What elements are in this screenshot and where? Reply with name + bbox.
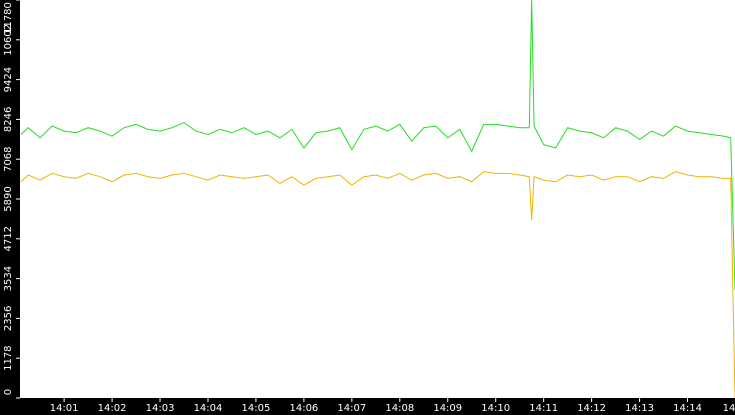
y-tick-label: 5890 [3, 186, 14, 211]
x-tick-label: 14:05 [242, 403, 271, 414]
x-tick-label: 14:04 [194, 403, 223, 414]
plot-area [20, 0, 735, 398]
x-tick-label: 14:11 [529, 403, 558, 414]
x-tick-label: 14:08 [385, 403, 414, 414]
x-tick-label: 14:14 [673, 403, 702, 414]
x-tick-label: 14:09 [433, 403, 462, 414]
x-tick-label: 14:06 [289, 403, 318, 414]
y-tick-label: 3534 [3, 266, 14, 291]
y-tick-label: 4712 [3, 226, 14, 251]
x-tick-label: 14:12 [577, 403, 606, 414]
x-tick-label: 14:02 [98, 403, 127, 414]
y-tick-label: 8246 [3, 107, 14, 132]
y-tick-label: 11780 [3, 2, 14, 34]
series-line [20, 0, 735, 290]
x-tick-label: 14:01 [50, 403, 79, 414]
x-tick-label: 14:10 [481, 403, 510, 414]
series-line [20, 171, 735, 399]
y-tick-label: 10602 [3, 24, 14, 56]
x-tick-label: 14:03 [146, 403, 175, 414]
y-tick-label: 0 [3, 389, 14, 395]
y-tick-label: 7068 [3, 146, 14, 171]
x-tick-label: 14:07 [337, 403, 366, 414]
y-tick-label: 2356 [3, 306, 14, 331]
y-tick-label: 1178 [3, 345, 14, 370]
y-tick-label: 9424 [3, 67, 14, 92]
x-tick-label: 14 [723, 403, 735, 414]
x-tick-label: 14:13 [625, 403, 654, 414]
